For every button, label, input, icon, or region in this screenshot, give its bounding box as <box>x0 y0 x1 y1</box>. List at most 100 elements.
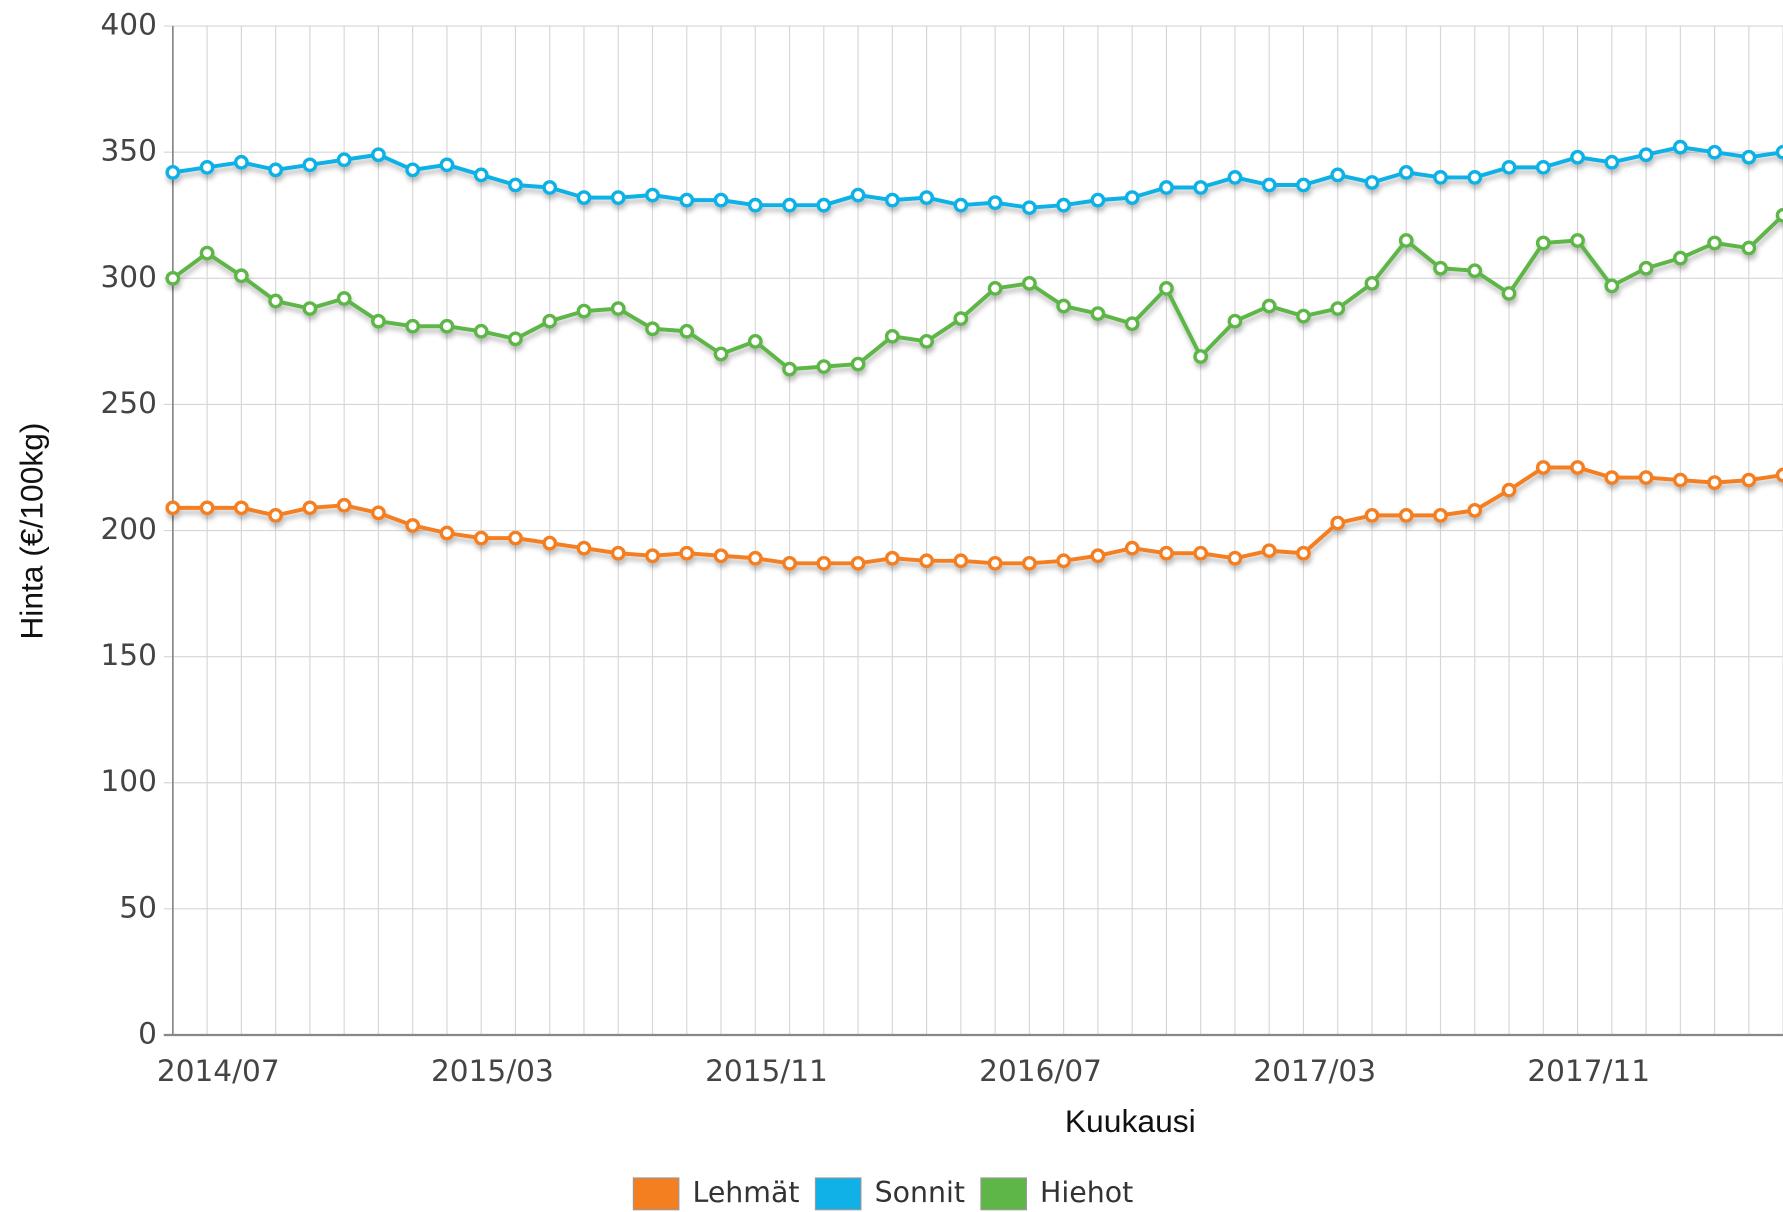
point <box>1227 550 1243 566</box>
point <box>1296 177 1311 193</box>
legend-swatch <box>814 1177 862 1211</box>
x-tick-label: 2015/03 <box>431 1054 554 1088</box>
point <box>1775 207 1783 223</box>
y-tick-label: 100 <box>101 764 157 798</box>
point <box>1535 235 1551 251</box>
point <box>371 505 386 521</box>
point <box>1672 250 1688 266</box>
point <box>1056 298 1072 314</box>
point <box>645 187 660 203</box>
point <box>268 508 284 523</box>
point <box>987 281 1003 296</box>
legend-swatch <box>632 1177 680 1211</box>
point <box>405 162 421 178</box>
point <box>576 540 592 556</box>
point <box>473 530 489 546</box>
point <box>884 328 900 344</box>
point <box>165 500 181 516</box>
y-tick-label: 200 <box>101 512 157 546</box>
grid <box>163 25 1783 1037</box>
point <box>233 268 249 284</box>
point <box>336 497 352 513</box>
y-tick-label: 50 <box>119 890 157 924</box>
point <box>1433 260 1448 276</box>
point <box>1707 235 1722 251</box>
point <box>233 154 249 170</box>
point <box>1741 149 1757 165</box>
point <box>1672 472 1688 488</box>
point <box>1741 240 1757 256</box>
point <box>336 291 352 306</box>
point <box>1330 301 1346 316</box>
point <box>1501 286 1517 301</box>
point <box>233 500 249 516</box>
point <box>508 331 523 347</box>
point <box>850 356 866 372</box>
point <box>1021 275 1037 291</box>
point <box>1707 475 1722 490</box>
point <box>1501 159 1517 175</box>
line <box>172 145 1783 210</box>
legend-label: Hiehot <box>1040 1176 1133 1209</box>
y-tick-label: 150 <box>101 638 157 672</box>
point <box>1398 508 1414 523</box>
point <box>199 500 215 516</box>
x-axis-title: Kuukausi <box>1065 1103 1196 1139</box>
point <box>987 555 1003 571</box>
point <box>1261 177 1277 193</box>
point <box>645 321 660 337</box>
point <box>1364 175 1380 190</box>
point <box>439 157 455 173</box>
point <box>1296 545 1311 561</box>
point <box>1467 263 1483 279</box>
point <box>1775 467 1783 483</box>
point <box>1672 139 1688 155</box>
point <box>713 548 729 564</box>
point <box>371 313 386 329</box>
point <box>1193 180 1209 195</box>
point <box>816 555 832 571</box>
point <box>645 548 660 564</box>
point <box>1638 260 1654 276</box>
point <box>884 192 900 208</box>
point <box>542 535 558 551</box>
point <box>1330 515 1346 531</box>
point <box>987 195 1003 211</box>
point <box>747 333 763 349</box>
point <box>1227 313 1243 329</box>
point <box>679 323 695 339</box>
y-tick-label: 350 <box>101 134 157 168</box>
point <box>1261 298 1277 314</box>
point <box>1159 281 1174 296</box>
point <box>268 293 284 309</box>
point <box>953 311 969 327</box>
point <box>1638 470 1654 485</box>
point <box>679 192 695 208</box>
point <box>576 190 592 205</box>
point <box>508 177 523 193</box>
point <box>302 157 318 173</box>
y-tick-label: 250 <box>101 386 157 420</box>
point <box>713 346 729 362</box>
point <box>268 162 284 178</box>
point <box>1021 200 1037 216</box>
point <box>1159 545 1174 561</box>
line <box>172 465 1783 566</box>
x-tick-label: 2015/11 <box>705 1054 828 1088</box>
legend-label: Lehmät <box>693 1176 800 1209</box>
point <box>816 359 832 374</box>
point <box>371 147 386 163</box>
point <box>199 159 215 175</box>
legend-swatch <box>980 1177 1027 1211</box>
point <box>165 165 181 180</box>
point <box>473 323 489 339</box>
point <box>1124 540 1140 556</box>
point <box>1467 502 1483 518</box>
point <box>1433 508 1448 523</box>
point <box>542 180 558 195</box>
point <box>919 553 934 569</box>
y-tick-label: 400 <box>101 8 157 42</box>
point <box>1570 233 1585 248</box>
point <box>405 318 421 334</box>
